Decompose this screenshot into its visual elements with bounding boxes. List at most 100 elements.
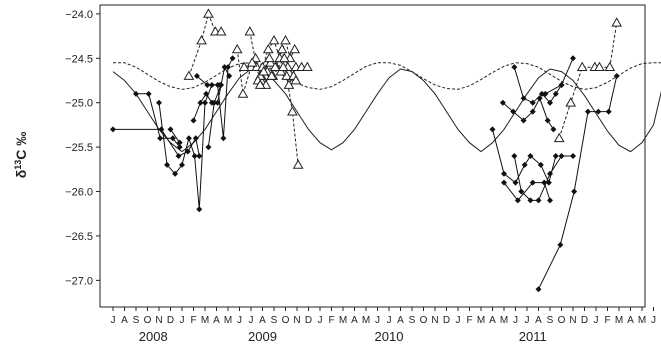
month-label: J: [513, 315, 518, 326]
triangle-point: [231, 43, 243, 54]
diamond-point: [535, 286, 542, 293]
triangle-point: [196, 35, 207, 45]
triangle-point: [183, 70, 195, 80]
triangle-point: [611, 17, 623, 27]
diamond-point: [193, 73, 200, 80]
diamond-point: [520, 117, 527, 124]
diamond-point: [547, 170, 553, 177]
diamond-point: [570, 55, 576, 62]
month-label: J: [111, 315, 116, 326]
triangle-point: [203, 8, 214, 18]
month-label: O: [420, 315, 428, 326]
month-label: S: [547, 315, 554, 326]
month-label: J: [180, 315, 185, 326]
diamond-point: [521, 161, 528, 168]
y-tick-label: −25.0: [65, 98, 93, 110]
y-tick-label: −26.0: [65, 187, 93, 199]
diamond-point: [133, 90, 139, 97]
month-label: O: [144, 315, 152, 326]
month-label: J: [318, 315, 323, 326]
diamond-point: [499, 99, 506, 106]
y-axis-label-suffix: C ‰: [13, 132, 29, 160]
triangle-point: [265, 57, 276, 67]
diamond-point: [145, 90, 152, 97]
diamond-point: [558, 153, 565, 159]
month-label: F: [328, 315, 334, 326]
month-label: S: [271, 315, 278, 326]
y-tick-label: −26.5: [65, 231, 93, 243]
triangle-point: [264, 52, 275, 63]
triangle-point: [258, 66, 270, 76]
month-label: A: [259, 315, 266, 326]
y-tick-label: −27.0: [65, 275, 93, 287]
month-label: J: [651, 315, 656, 326]
diamond-point: [202, 99, 208, 106]
triangle-point: [289, 43, 301, 54]
y-tick-label: −24.5: [65, 53, 93, 65]
diamond-point: [595, 108, 602, 115]
month-label: A: [489, 315, 496, 326]
month-label: J: [594, 315, 599, 326]
diamond-point: [175, 153, 182, 159]
diamond-point: [179, 161, 185, 168]
diamond-series-line: [170, 129, 181, 143]
diamond-point: [558, 81, 565, 88]
month-label: A: [351, 315, 358, 326]
month-label: O: [558, 315, 566, 326]
triangle-point: [238, 61, 250, 72]
triangle-point: [594, 61, 605, 72]
y-axis-label: δ13C ‰: [13, 132, 29, 179]
month-label: A: [535, 315, 542, 326]
triangle-point: [290, 74, 302, 85]
diamond-point: [192, 135, 199, 142]
diamond-point: [156, 99, 162, 106]
diamond-point: [501, 170, 507, 177]
month-label: J: [525, 315, 530, 326]
diamond-point: [544, 117, 551, 124]
month-label: N: [293, 315, 300, 326]
diamond-point: [229, 55, 236, 62]
month-label: M: [362, 315, 370, 326]
month-label: D: [305, 315, 312, 326]
diamond-point: [196, 153, 203, 159]
diamond-point: [157, 135, 164, 142]
month-label: N: [431, 315, 438, 326]
diamond-point: [520, 95, 527, 102]
model-curves: [112, 62, 661, 153]
triangle-point: [276, 43, 288, 54]
triangle-point: [269, 61, 281, 72]
month-label: D: [443, 315, 450, 326]
diamond-point: [191, 153, 198, 159]
triangle-point: [262, 43, 274, 54]
plot-frame: [99, 4, 646, 308]
month-label: M: [615, 315, 623, 326]
diamond-point: [605, 108, 612, 115]
diamond-series-line: [502, 97, 554, 130]
diamond-point: [537, 161, 544, 168]
month-label: F: [604, 315, 610, 326]
diamond-point: [176, 144, 183, 151]
diamond-point: [518, 188, 525, 195]
month-label: A: [397, 315, 404, 326]
diamond-point: [552, 90, 559, 97]
triangle-point: [604, 61, 616, 72]
month-label: N: [155, 315, 162, 326]
month-label: J: [237, 315, 242, 326]
model-curve-dashed: [113, 62, 661, 90]
triangle-point: [287, 106, 298, 116]
month-label: J: [249, 315, 254, 326]
diamond-point: [570, 153, 576, 159]
axes-layer: [96, 4, 654, 311]
diamond-point: [512, 179, 519, 186]
month-label: F: [190, 315, 196, 326]
y-tick-label: −25.5: [65, 142, 93, 154]
month-label: O: [282, 315, 290, 326]
diamond-point: [613, 73, 620, 80]
diamond-point: [535, 197, 542, 204]
month-label: A: [627, 315, 634, 326]
month-label: J: [375, 315, 380, 326]
triangle-point: [576, 61, 588, 72]
diamond-point: [221, 64, 228, 71]
y-axis-label-sup: 13: [13, 160, 23, 170]
diamond-point: [110, 126, 116, 133]
